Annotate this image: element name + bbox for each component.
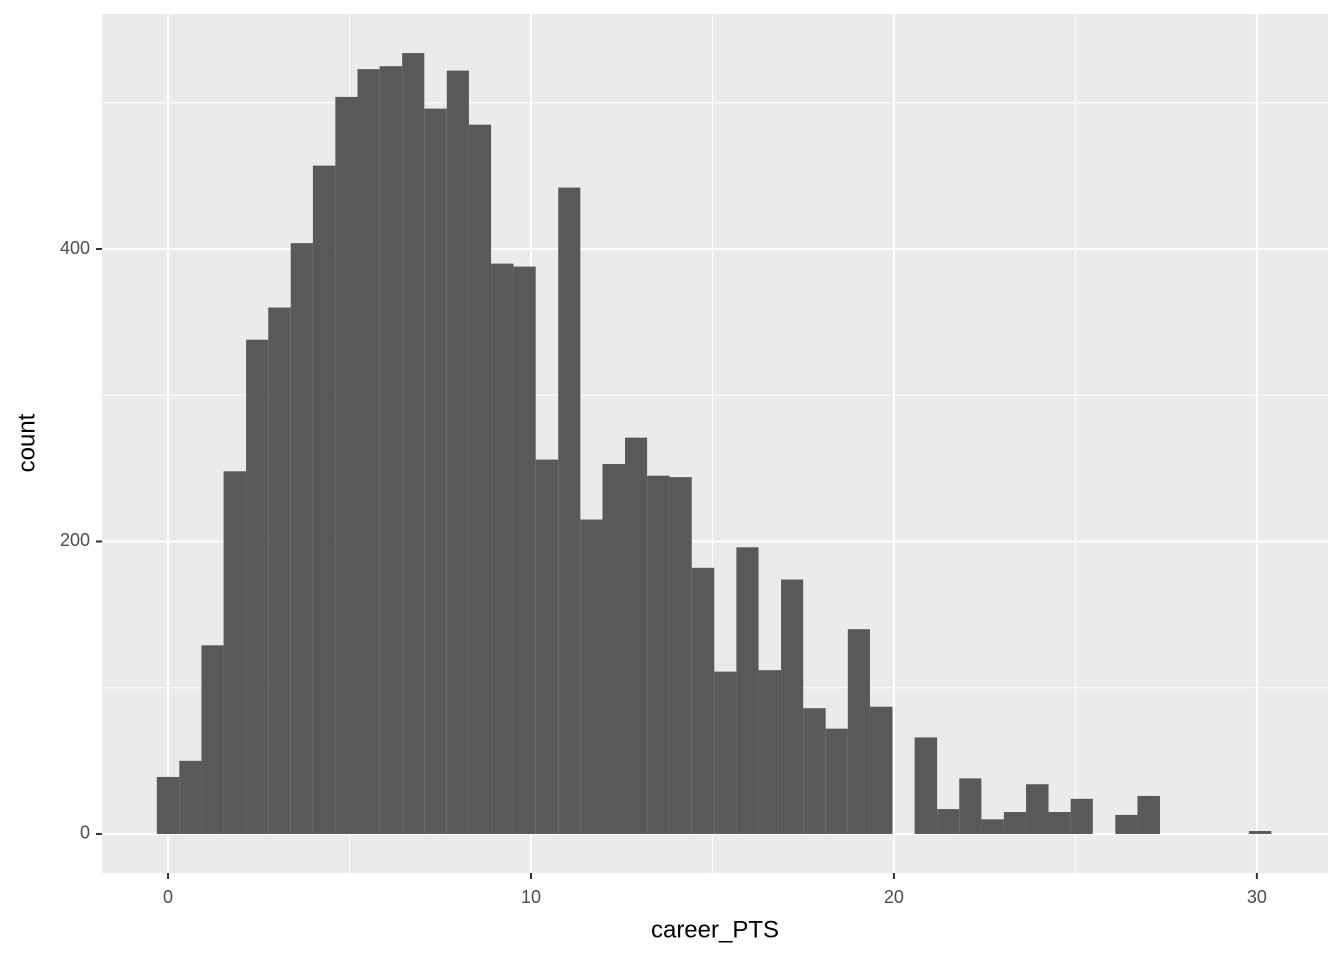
bar	[1048, 812, 1071, 834]
bar	[312, 165, 336, 834]
bar	[357, 69, 380, 834]
x-tick-label: 10	[521, 887, 541, 907]
bar	[580, 519, 603, 834]
bar	[402, 53, 425, 834]
bar	[491, 263, 514, 834]
bar	[535, 459, 559, 834]
bar	[1137, 795, 1160, 834]
bar	[714, 671, 737, 834]
bar	[1248, 831, 1272, 834]
bar	[959, 778, 982, 834]
bar	[624, 437, 648, 834]
bar	[647, 475, 670, 834]
bar	[513, 266, 536, 834]
bar	[290, 243, 313, 834]
x-tick-label: 20	[884, 887, 904, 907]
bar	[691, 567, 715, 834]
bar	[869, 706, 893, 834]
y-tick-label: 200	[60, 530, 90, 550]
x-axis-title: career_PTS	[651, 916, 779, 943]
x-tick-label: 30	[1247, 887, 1267, 907]
bar	[1070, 798, 1093, 834]
bar	[223, 471, 247, 834]
bar	[201, 645, 224, 834]
bar	[156, 776, 180, 834]
bar	[179, 760, 202, 834]
bar	[424, 108, 447, 834]
bar	[1003, 812, 1027, 834]
bar	[847, 629, 870, 834]
bar	[758, 670, 782, 834]
bar	[446, 70, 469, 834]
bar	[937, 809, 960, 834]
bar	[981, 819, 1004, 834]
bar	[379, 66, 403, 834]
bar	[335, 96, 358, 834]
x-tick-label: 0	[163, 887, 173, 907]
bar	[803, 708, 826, 834]
bar	[736, 547, 759, 834]
bar	[669, 477, 692, 834]
y-tick-label: 0	[80, 823, 90, 843]
bar	[825, 728, 848, 834]
y-tick-label: 400	[60, 238, 90, 258]
bar	[268, 307, 291, 834]
bar	[246, 339, 269, 834]
bar	[602, 463, 625, 834]
bar	[781, 579, 804, 834]
bars	[156, 53, 1272, 834]
y-axis-title: count	[13, 413, 40, 472]
bar	[1026, 784, 1049, 834]
bar	[468, 124, 492, 834]
bar	[914, 737, 938, 834]
bar	[1115, 814, 1138, 834]
bar	[558, 187, 581, 834]
